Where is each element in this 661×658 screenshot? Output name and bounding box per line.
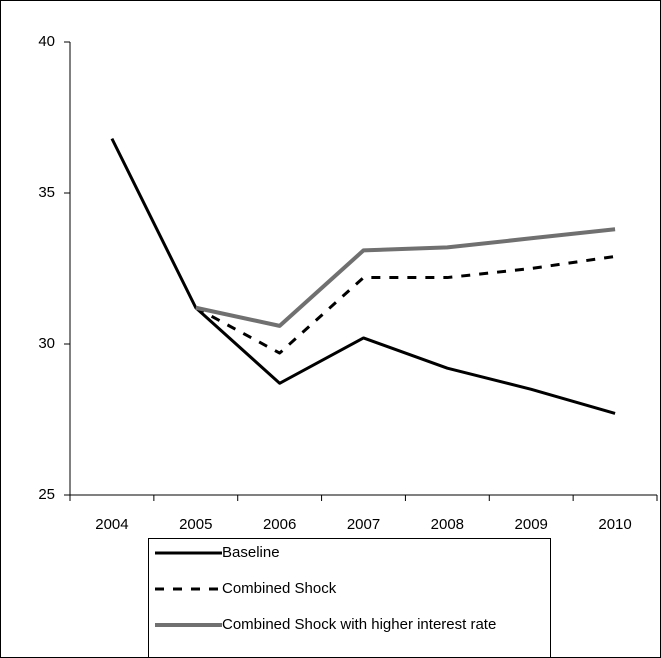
y-tick-label: 35: [38, 184, 55, 201]
x-tick-label: 2006: [263, 516, 296, 533]
legend-label: Baseline: [222, 544, 280, 561]
legend-label: Combined Shock: [222, 580, 337, 597]
legend-label: Combined Shock with higher interest rate: [222, 616, 496, 633]
series-line: [195, 227, 616, 328]
x-tick-label: 2010: [598, 516, 631, 533]
legend-box: [148, 538, 551, 658]
x-tick-label: 2009: [515, 516, 548, 533]
x-tick-label: 2007: [347, 516, 380, 533]
x-tick-label: 2008: [431, 516, 464, 533]
series-line: [195, 254, 616, 355]
x-tick-label: 2004: [95, 516, 128, 533]
x-tick-label: 2005: [179, 516, 212, 533]
y-tick-label: 30: [38, 335, 55, 352]
y-tick-label: 40: [38, 33, 55, 50]
y-tick-label: 25: [38, 486, 55, 503]
